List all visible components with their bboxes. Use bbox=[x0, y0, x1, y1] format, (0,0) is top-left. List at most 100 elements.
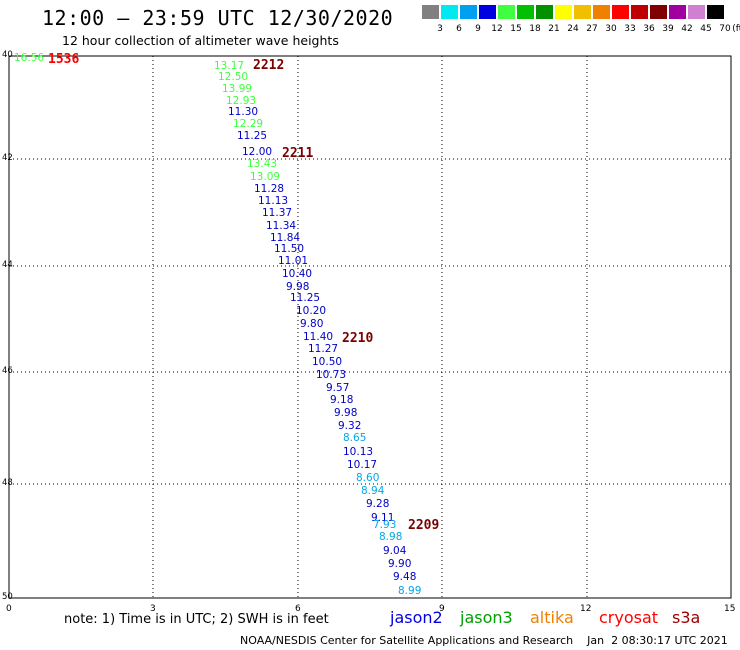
colorbar-label: 42 bbox=[681, 24, 693, 34]
longitude-tick-label: 3 bbox=[150, 604, 156, 614]
swh-reading: 8.99 bbox=[398, 585, 422, 597]
swh-reading: 9.18 bbox=[330, 394, 354, 406]
colorbar-label: 12 bbox=[491, 24, 503, 34]
pass-label-2209: 2209 bbox=[408, 518, 440, 533]
swh-reading: 13.99 bbox=[222, 83, 253, 95]
swh-reading: 9.48 bbox=[393, 571, 417, 583]
colorbar-swatch bbox=[422, 5, 439, 19]
colorbar-label: 39 bbox=[662, 24, 674, 34]
swh-reading: 9.57 bbox=[326, 382, 350, 394]
colorbar-label: 15 bbox=[510, 24, 522, 34]
swh-reading: 10.40 bbox=[282, 268, 313, 280]
colorbar-label: 21 bbox=[548, 24, 560, 34]
swh-reading: 10.17 bbox=[347, 459, 378, 471]
pass-label-2210: 2210 bbox=[342, 331, 374, 346]
colorbar-swatch bbox=[555, 5, 572, 19]
swh-reading: 10.73 bbox=[316, 369, 347, 381]
satellite-legend-jason2: jason2 bbox=[390, 608, 443, 627]
swh-reading: 9.98 bbox=[286, 281, 310, 293]
swh-reading: 10.13 bbox=[343, 446, 374, 458]
colorbar-label: 6 bbox=[456, 24, 462, 34]
pass-label-2211: 2211 bbox=[282, 146, 314, 161]
latitude-tick-label: 46 bbox=[2, 366, 13, 376]
swh-reading: 10.50 bbox=[312, 356, 343, 368]
swh-reading: 9.11 bbox=[371, 512, 395, 524]
colorbar-swatch bbox=[479, 5, 496, 19]
longitude-tick-label: 15 bbox=[724, 604, 736, 614]
colorbar-label: 9 bbox=[475, 24, 481, 34]
colorbar-label: 36 bbox=[643, 24, 655, 34]
swh-reading: 7.93 bbox=[373, 519, 397, 531]
pass-label-2212: 2212 bbox=[253, 58, 285, 73]
swh-reading: 11.50 bbox=[274, 243, 305, 255]
latitude-tick-label: 40 bbox=[2, 50, 13, 60]
swh-reading: 8.65 bbox=[343, 432, 367, 444]
swh-reading: 13.09 bbox=[250, 171, 281, 183]
swh-reading: 12.50 bbox=[218, 71, 249, 83]
swh-reading: 12.93 bbox=[226, 95, 257, 107]
footer-credit: NOAA/NESDIS Center for Satellite Applica… bbox=[240, 634, 728, 647]
latitude-tick-label: 48 bbox=[2, 478, 13, 488]
satellite-legend-s3a: s3a bbox=[672, 608, 701, 627]
colorbar-label: 33 bbox=[624, 24, 636, 34]
swh-reading: 13.43 bbox=[247, 158, 278, 170]
longitude-tick-label: 9 bbox=[439, 604, 445, 614]
swh-reading: 8.60 bbox=[356, 472, 380, 484]
swh-reading: 11.28 bbox=[254, 183, 285, 195]
swh-reading: 11.40 bbox=[303, 331, 334, 343]
colorbar-swatch bbox=[669, 5, 686, 19]
map-frame bbox=[8, 55, 732, 599]
longitude-tick-label: 6 bbox=[295, 604, 301, 614]
colorbar-swatch bbox=[612, 5, 629, 19]
swh-reading: 11.37 bbox=[262, 207, 293, 219]
swh-reading: 10.20 bbox=[296, 305, 327, 317]
colorbar-swatch bbox=[574, 5, 591, 19]
colorbar-label: 27 bbox=[586, 24, 598, 34]
longitude-tick-label: 0 bbox=[6, 604, 12, 614]
satellite-legend-cryosat: cryosat bbox=[599, 608, 659, 627]
swh-reading: 11.30 bbox=[228, 106, 259, 118]
map-gridlines bbox=[9, 56, 731, 598]
satellite-legend-jason3: jason3 bbox=[460, 608, 513, 627]
colorbar-swatch bbox=[650, 5, 667, 19]
swh-reading: 9.80 bbox=[300, 318, 324, 330]
colorbar-label: 70 bbox=[719, 24, 731, 34]
colorbar-swatch bbox=[498, 5, 515, 19]
swh-reading: 8.98 bbox=[379, 531, 403, 543]
swh-reading: 11.13 bbox=[258, 195, 289, 207]
swh-reading: 9.04 bbox=[383, 545, 407, 557]
map-subtitle: 12 hour collection of altimeter wave hei… bbox=[62, 33, 339, 48]
longitude-tick-label: 12 bbox=[580, 604, 592, 614]
swh-reading: 11.25 bbox=[290, 292, 321, 304]
swh-reading: 9.90 bbox=[388, 558, 412, 570]
colorbar-swatch bbox=[593, 5, 610, 19]
colorbar-label: 30 bbox=[605, 24, 617, 34]
swh-reading: 11.25 bbox=[237, 130, 268, 142]
footer-note: note: 1) Time is in UTC; 2) SWH is in fe… bbox=[64, 612, 329, 627]
swh-reading: 9.28 bbox=[366, 498, 390, 510]
colorbar-unit: (ft) bbox=[732, 24, 740, 34]
swh-reading: 9.32 bbox=[338, 420, 362, 432]
colorbar-swatch bbox=[688, 5, 705, 19]
latitude-tick-label: 50 bbox=[2, 592, 13, 602]
swh-reading: 12.00 bbox=[242, 146, 273, 158]
colorbar-swatch bbox=[517, 5, 534, 19]
colorbar-label: 24 bbox=[567, 24, 579, 34]
swh-reading: 8.94 bbox=[361, 485, 385, 497]
satellite-legend-altika: altika bbox=[530, 608, 574, 627]
colorbar-label: 18 bbox=[529, 24, 541, 34]
latitude-tick-label: 42 bbox=[2, 153, 13, 163]
colorbar-label: 3 bbox=[437, 24, 443, 34]
corner-pass-label: 1536 bbox=[48, 52, 80, 67]
swh-reading: 11.01 bbox=[278, 255, 309, 267]
map-title: 12:00 — 23:59 UTC 12/30/2020 bbox=[42, 6, 394, 30]
colorbar-swatch bbox=[460, 5, 477, 19]
swh-reading: 12.29 bbox=[233, 118, 264, 130]
swh-reading: 13.17 bbox=[214, 60, 245, 72]
swh-reading: 9.98 bbox=[334, 407, 358, 419]
swh-reading: 11.34 bbox=[266, 220, 297, 232]
latitude-tick-label: 44 bbox=[2, 260, 13, 270]
colorbar-swatch bbox=[631, 5, 648, 19]
colorbar-swatch bbox=[441, 5, 458, 19]
